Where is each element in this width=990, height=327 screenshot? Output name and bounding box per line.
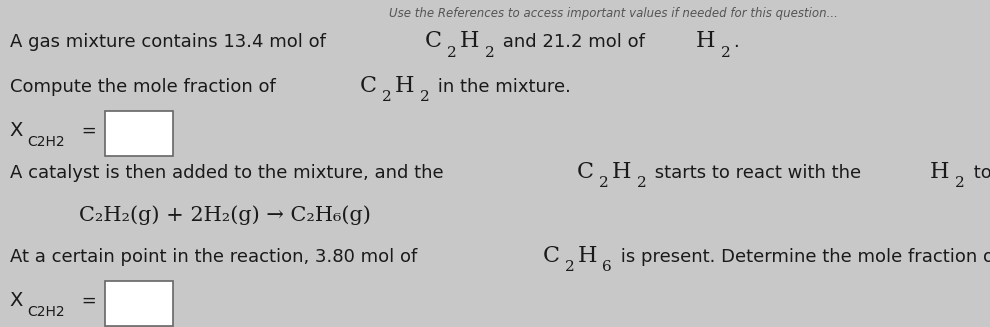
Text: A gas mixture contains 13.4 mol of: A gas mixture contains 13.4 mol of	[10, 33, 332, 51]
Text: C: C	[360, 75, 377, 96]
Text: and 21.2 mol of: and 21.2 mol of	[497, 33, 650, 51]
Text: 2: 2	[599, 176, 609, 190]
Text: 2: 2	[420, 90, 430, 104]
Text: At a certain point in the reaction, 3.80 mol of: At a certain point in the reaction, 3.80…	[10, 248, 423, 266]
Text: .: .	[734, 33, 739, 51]
Text: to give: to give	[968, 164, 990, 182]
Text: C: C	[425, 30, 442, 52]
Text: in the mixture.: in the mixture.	[433, 77, 571, 95]
Text: 2: 2	[564, 260, 574, 274]
FancyBboxPatch shape	[106, 281, 173, 326]
Text: 6: 6	[603, 260, 612, 274]
Text: C: C	[577, 161, 594, 183]
Text: X: X	[10, 121, 24, 140]
Text: C₂H₂(g) + 2H₂(g) → C₂H₆(g): C₂H₂(g) + 2H₂(g) → C₂H₆(g)	[79, 205, 371, 225]
Text: 2: 2	[721, 45, 731, 60]
Text: C: C	[543, 245, 559, 267]
Text: H: H	[459, 30, 479, 52]
Text: X: X	[10, 291, 24, 310]
Text: starts to react with the: starts to react with the	[649, 164, 867, 182]
Text: H: H	[395, 75, 414, 96]
Text: 2: 2	[484, 45, 494, 60]
Text: =: =	[75, 292, 96, 310]
Text: Compute the mole fraction of: Compute the mole fraction of	[10, 77, 281, 95]
Text: H: H	[612, 161, 631, 183]
Text: 2: 2	[382, 90, 392, 104]
Text: 2: 2	[637, 176, 646, 190]
Text: H: H	[931, 161, 949, 183]
Text: H: H	[695, 30, 715, 52]
Text: C2H2: C2H2	[27, 304, 64, 318]
Text: Use the References to access important values if needed for this question...: Use the References to access important v…	[389, 7, 839, 20]
FancyBboxPatch shape	[106, 111, 173, 156]
Text: is present. Determine the mole fraction of: is present. Determine the mole fraction …	[615, 248, 990, 266]
Text: A catalyst is then added to the mixture, and the: A catalyst is then added to the mixture,…	[10, 164, 449, 182]
Text: 2: 2	[446, 45, 456, 60]
Text: H: H	[577, 245, 597, 267]
Text: C2H2: C2H2	[27, 134, 64, 148]
Text: 2: 2	[955, 176, 965, 190]
Text: =: =	[75, 122, 96, 140]
